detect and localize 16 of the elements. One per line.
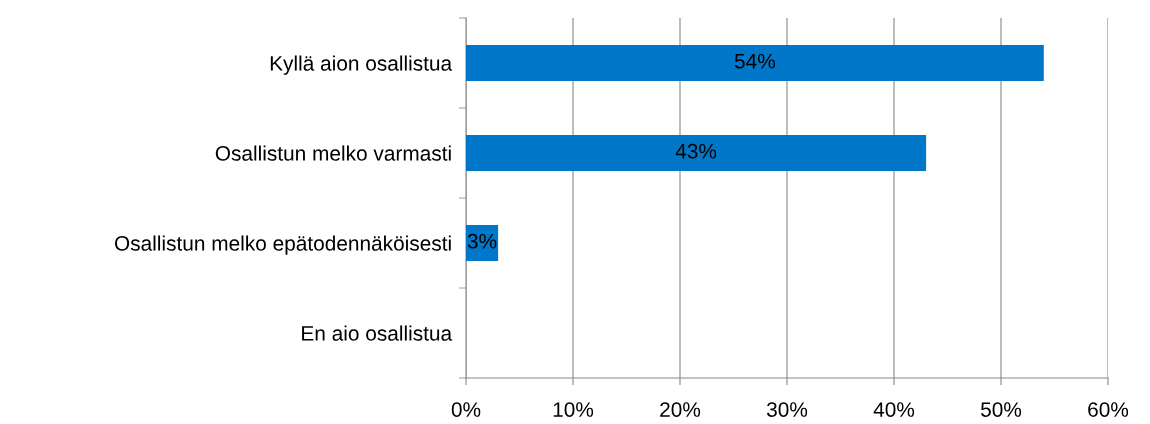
x-tick-label: 20% <box>660 402 701 417</box>
bar <box>466 135 927 171</box>
data-label: 43% <box>675 143 717 159</box>
x-tick-label: 10% <box>553 402 594 417</box>
x-tick-label: 40% <box>873 402 915 417</box>
x-tick-label: 0% <box>451 402 481 417</box>
bar <box>466 45 1044 81</box>
y-tick-label: En aio osallistua <box>302 325 453 341</box>
data-label: 3% <box>467 233 497 249</box>
x-tick-label: 60% <box>1088 402 1129 417</box>
y-tick-label: Osallistun melko varmasti <box>215 145 451 161</box>
x-tick-label: 50% <box>980 402 1022 417</box>
x-tick-label: 30% <box>766 402 808 417</box>
y-tick-label: Osallistun melko epätodennäköisesti <box>114 235 451 255</box>
y-tick-label: Kyllä aion osallistua <box>270 55 453 75</box>
data-label: 54% <box>734 53 776 69</box>
